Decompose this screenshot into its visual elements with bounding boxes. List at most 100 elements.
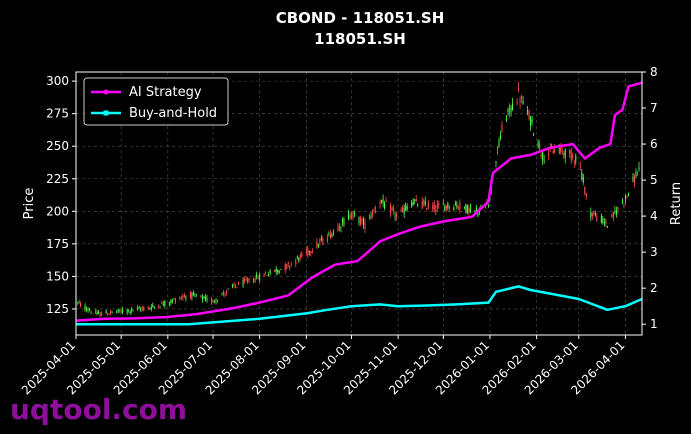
candle-body — [96, 312, 98, 315]
candle-body — [268, 274, 270, 276]
candle-body — [242, 279, 244, 286]
candle-body — [107, 314, 109, 316]
candle-body — [128, 309, 130, 311]
candle-body — [375, 210, 377, 211]
candle-body — [612, 211, 614, 218]
candle-body — [257, 277, 259, 279]
candle-body — [189, 292, 191, 299]
candle-body — [191, 292, 193, 298]
candle-body — [352, 211, 354, 218]
candle-body — [370, 216, 372, 218]
candle-body — [269, 269, 271, 273]
legend: AI Strategy Buy-and-Hold — [83, 77, 229, 126]
candle-body — [238, 282, 240, 286]
candle-body — [414, 199, 416, 202]
legend-buyhold-marker — [103, 110, 109, 116]
y2-tick-label: 4 — [650, 209, 658, 223]
candle-body — [290, 263, 292, 265]
candle-body — [436, 204, 438, 208]
candle-body — [192, 292, 194, 295]
candle-body — [296, 256, 298, 258]
candle-body — [522, 100, 524, 105]
candle-body — [510, 107, 512, 113]
candle-body — [153, 306, 155, 308]
series-lines — [75, 81, 643, 326]
strategy-line — [75, 81, 643, 322]
candle-body — [530, 116, 532, 127]
candle-body — [528, 111, 530, 120]
plot-frame — [75, 71, 643, 336]
candle-body — [204, 296, 206, 301]
candle-body — [322, 238, 324, 245]
y-tick-label: 300 — [46, 74, 69, 88]
candle-body — [584, 187, 586, 194]
candle-body — [173, 299, 175, 300]
candle-body — [358, 216, 360, 223]
candle-body — [432, 205, 434, 210]
candle-body — [147, 306, 149, 309]
candle-body — [569, 149, 571, 154]
candle-body — [287, 262, 289, 264]
candle-body — [447, 202, 449, 208]
y-tick-label: 175 — [46, 237, 69, 251]
candle-body — [533, 133, 535, 135]
candle-body — [540, 154, 542, 156]
candle-body — [98, 312, 100, 314]
candle-body — [110, 310, 112, 313]
candle-body — [412, 202, 414, 206]
candle-body — [359, 218, 362, 225]
candle-body — [224, 294, 226, 296]
candle-body — [215, 300, 217, 302]
candle-body — [254, 278, 256, 282]
candle-body — [402, 207, 404, 211]
candle-body — [235, 286, 237, 287]
candle-body — [512, 103, 514, 110]
candle-body — [349, 214, 351, 219]
candle-body — [605, 220, 607, 224]
buyhold-line — [76, 285, 643, 326]
candle-body — [298, 258, 300, 262]
candle-body — [301, 252, 303, 257]
candle-body — [516, 101, 518, 104]
candle-body — [263, 273, 265, 277]
candle-body — [606, 226, 608, 228]
candle-body — [509, 105, 511, 113]
candle-body — [379, 202, 381, 205]
candle-body — [203, 296, 205, 299]
candle-body — [507, 109, 509, 112]
candle-body — [381, 200, 383, 203]
candle-body — [382, 198, 384, 204]
candle-body — [278, 270, 280, 273]
candle-body — [138, 306, 140, 309]
candle-body — [137, 307, 139, 309]
candle-body — [543, 159, 545, 161]
candle-body — [521, 96, 523, 99]
candle-body — [445, 205, 447, 209]
candle-body — [326, 237, 328, 242]
candle-body — [548, 153, 550, 156]
candle-body — [265, 273, 267, 275]
candle-body — [141, 307, 143, 309]
candle-body — [448, 206, 450, 209]
candle-body — [78, 302, 80, 303]
candle-body — [499, 135, 502, 139]
candle-body — [126, 310, 128, 313]
candle-body — [99, 313, 101, 317]
candle-body — [162, 303, 164, 306]
candle-body — [236, 287, 238, 288]
y-tick-label: 150 — [46, 269, 69, 283]
y2-tick-label: 1 — [650, 317, 658, 331]
candle-body — [563, 152, 565, 156]
candle-body — [421, 201, 423, 209]
candle-body — [369, 214, 371, 220]
candle-body — [90, 311, 92, 313]
candle-body — [423, 201, 425, 203]
legend-strategy-marker — [103, 89, 109, 95]
candle-body — [221, 294, 223, 296]
candle-body — [406, 206, 408, 210]
candle-body — [159, 306, 161, 308]
candle-body — [170, 299, 172, 303]
candle-body — [248, 277, 250, 281]
y2-tick-label: 8 — [650, 65, 658, 79]
